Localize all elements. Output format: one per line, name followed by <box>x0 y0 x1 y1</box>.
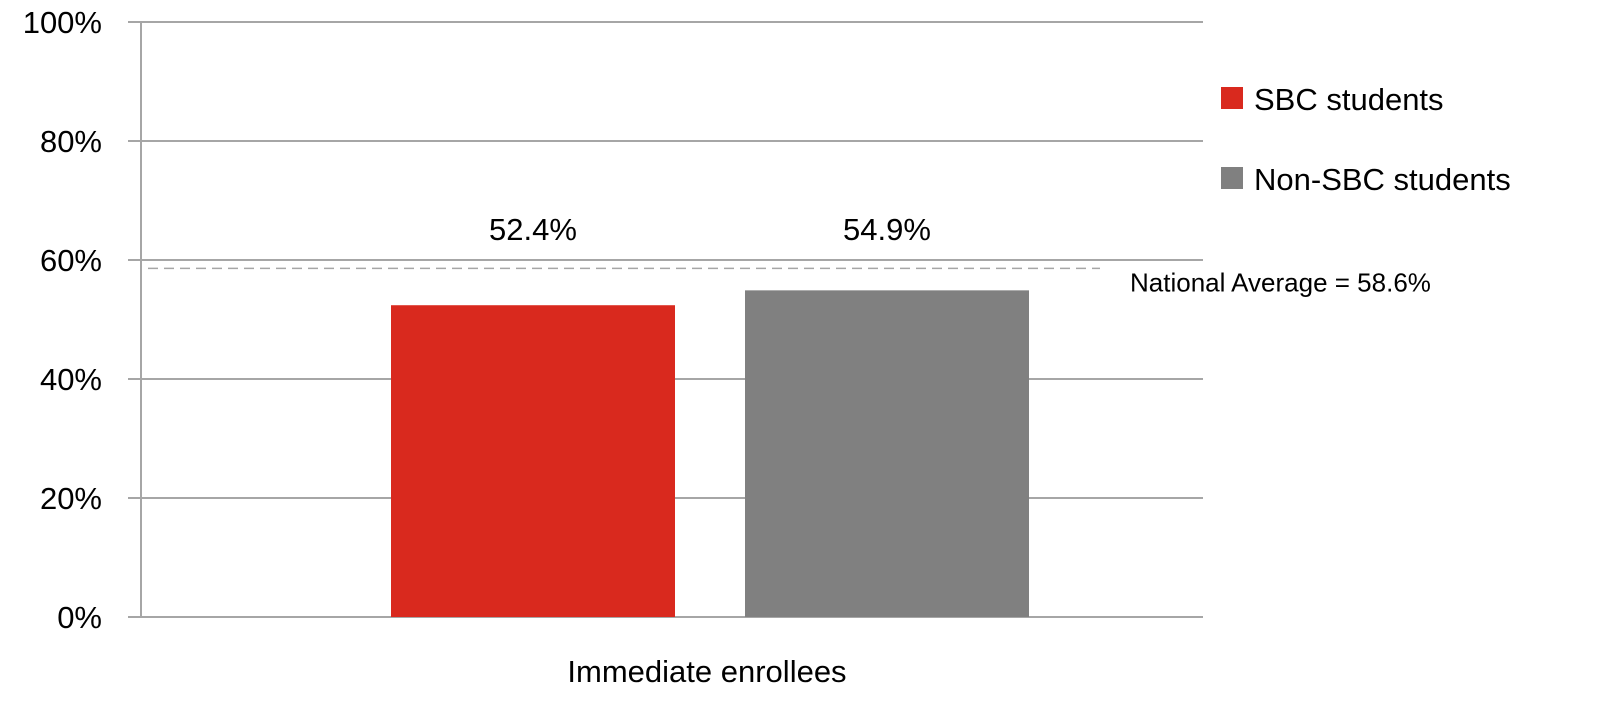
data-label: 52.4% <box>489 212 577 247</box>
data-label: 54.9% <box>843 212 931 247</box>
legend-label: SBC students <box>1254 82 1444 117</box>
legend-swatch <box>1221 167 1243 189</box>
y-tick-label: 20% <box>40 481 102 516</box>
y-tick-label: 100% <box>23 5 102 40</box>
y-tick-label: 80% <box>40 124 102 159</box>
legend-label: Non-SBC students <box>1254 162 1511 197</box>
legend: SBC students Non-SBC students <box>1221 82 1511 197</box>
bar-sbc-students <box>391 305 675 617</box>
x-category-label: Immediate enrollees <box>567 654 846 689</box>
labels: 0% 20% 40% 60% 80% 100% 52.4% 54.9% Immediate en… <box>23 5 1431 689</box>
national-average-label: National Average = 58.6% <box>1130 267 1431 297</box>
y-tick-label: 40% <box>40 362 102 397</box>
bar-non-sbc-students <box>745 290 1029 617</box>
y-tick-label: 0% <box>57 600 102 635</box>
y-tick-label: 60% <box>40 243 102 278</box>
legend-swatch <box>1221 87 1243 109</box>
bars <box>391 290 1029 617</box>
